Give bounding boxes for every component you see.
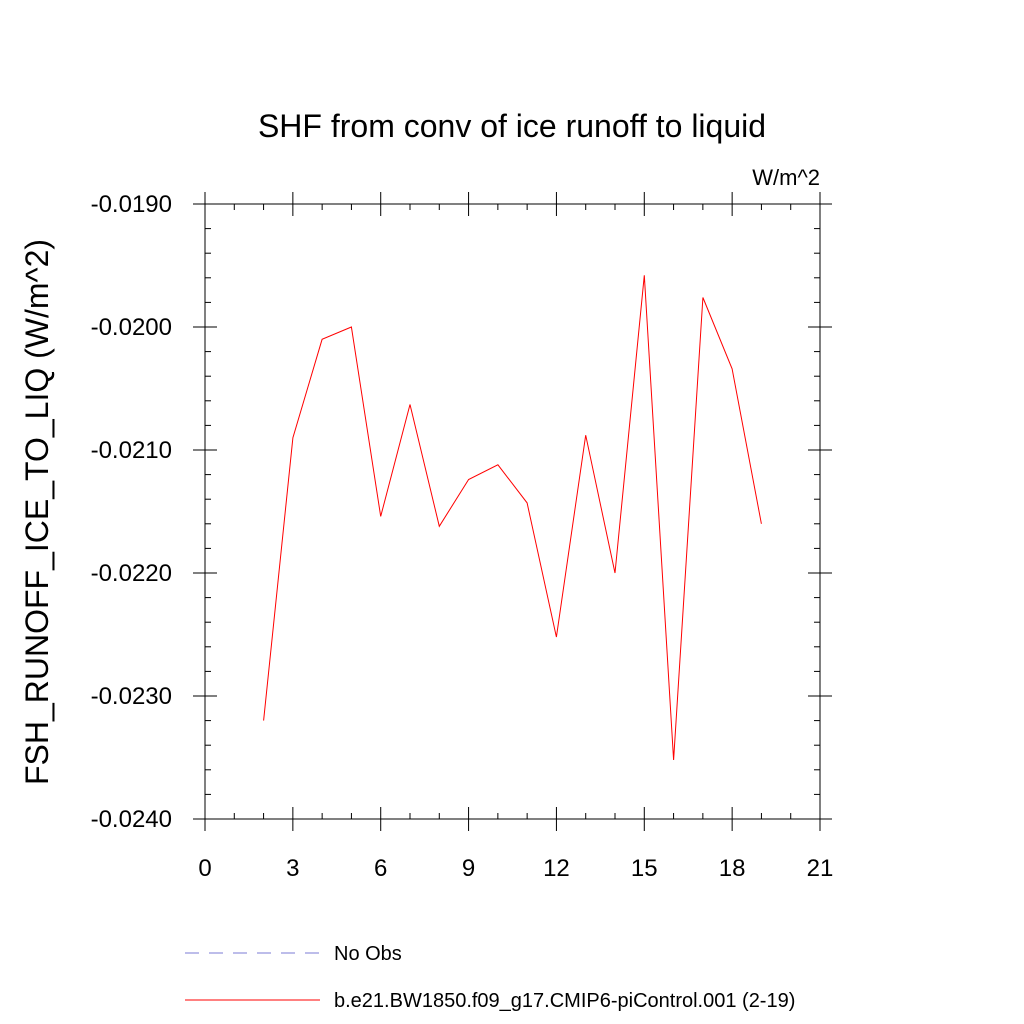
legend-label-0: No Obs xyxy=(334,943,402,965)
y-axis-label: FSH_RUNOFF_ICE_TO_LIQ (W/m^2) xyxy=(19,239,55,785)
x-tick-label: 6 xyxy=(374,855,387,882)
legend: No Obs b.e21.BW1850.f09_g17.CMIP6-piContr… xyxy=(185,943,795,1012)
y-tick-label: -0.0200 xyxy=(91,314,172,341)
x-tick-label: 15 xyxy=(631,855,658,882)
units-label: W/m^2 xyxy=(752,165,820,190)
y-tick-label: -0.0230 xyxy=(91,683,172,710)
y-tick-label: -0.0240 xyxy=(91,806,172,833)
x-tick-label: 0 xyxy=(198,855,211,882)
x-tick-label: 3 xyxy=(286,855,299,882)
series-layer xyxy=(263,275,762,761)
x-tick-label: 9 xyxy=(462,855,475,882)
y-tick-label: -0.0210 xyxy=(91,437,172,464)
chart-title: SHF from conv of ice runoff to liquid xyxy=(258,108,766,144)
plot-frame xyxy=(204,203,821,820)
x-tick-label: 18 xyxy=(719,855,746,882)
legend-label-1: b.e21.BW1850.f09_g17.CMIP6-piControl.001… xyxy=(334,990,795,1012)
series-line-1 xyxy=(263,275,762,761)
axes: 0 3 6 9 12 15 18 21 -0.0240 -0.0230 -0.0220 -0.0210… xyxy=(91,191,834,882)
x-tick-label: 21 xyxy=(807,855,834,882)
y-tick-label: -0.0190 xyxy=(91,191,172,218)
y-tick-label: -0.0220 xyxy=(91,560,172,587)
x-tick-label: 12 xyxy=(543,855,570,882)
